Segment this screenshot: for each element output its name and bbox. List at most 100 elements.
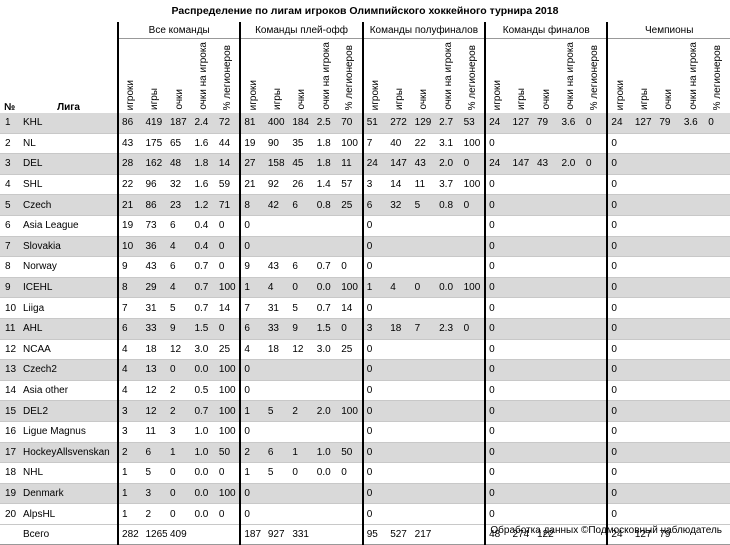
cell: 175: [142, 133, 167, 155]
cell: 0: [215, 318, 241, 340]
cell: 0: [166, 359, 192, 381]
cell: 6: [166, 256, 192, 278]
cell: [534, 194, 559, 216]
cell: [705, 421, 730, 443]
cell: 27: [239, 153, 265, 175]
cell: 48: [166, 153, 192, 175]
cell: [534, 483, 559, 505]
cell: [289, 236, 314, 258]
column-header: % легионеров: [461, 39, 485, 114]
cell: [411, 421, 437, 443]
cell: [631, 133, 657, 155]
cell: [289, 483, 314, 505]
row-num: 10: [0, 297, 20, 319]
cell: [582, 503, 608, 525]
cell: 100: [215, 483, 241, 505]
cell: [582, 174, 608, 196]
cell: 419: [142, 113, 167, 134]
cell: 0: [166, 462, 192, 484]
cell: [534, 442, 559, 464]
cell: 0.8: [313, 194, 339, 216]
cell: [338, 359, 363, 381]
cell: 0: [484, 462, 510, 484]
cell: [509, 503, 534, 525]
column-header: игроки: [117, 38, 143, 113]
cell: 0: [166, 503, 192, 525]
cell: [631, 277, 657, 299]
column-header-text: % легионеров: [589, 44, 601, 110]
cell: 8: [117, 277, 143, 299]
cell: [582, 359, 608, 381]
column-header-text: очки на игрока: [320, 42, 332, 110]
cell: [631, 359, 657, 381]
cell: 45: [289, 153, 314, 175]
cell: [411, 297, 437, 319]
league-name: ICEHL: [20, 277, 119, 299]
cell: [460, 236, 486, 258]
cell: [705, 133, 730, 155]
cell: 217: [411, 524, 437, 545]
column-header: очки: [167, 39, 191, 114]
column-header: очки на игрока: [314, 39, 338, 114]
cell: [705, 277, 730, 299]
league-name: AHL: [20, 318, 119, 340]
table-row: 17 HockeyAllsvenskan 2 6 1 1.0 50 2 6 1 1.0 50 0 0 0: [0, 442, 730, 464]
cell: [680, 194, 706, 216]
column-header-text: игроки: [492, 79, 504, 110]
cell: 100: [215, 359, 241, 381]
cell: 90: [264, 133, 290, 155]
column-header: игры: [143, 39, 167, 114]
cell: 5: [142, 462, 167, 484]
cell: 31: [142, 297, 167, 319]
cell: 3.6: [558, 113, 583, 134]
cell: 1.4: [313, 174, 339, 196]
cell: [582, 236, 608, 258]
cell: 0: [215, 215, 241, 237]
cell: [289, 359, 314, 381]
table-row: 4 SHL 22 96 32 1.6 59 21 92 26 1.4 57 3 14 11 3.7 100 0 0: [0, 174, 730, 196]
cell: [534, 339, 559, 361]
cell: 3.1: [436, 133, 461, 155]
cell: 50: [338, 442, 363, 464]
row-num: 4: [0, 174, 20, 196]
cell: [656, 359, 681, 381]
cell: 0: [460, 318, 486, 340]
cell: [705, 297, 730, 319]
cell: [656, 462, 681, 484]
cell: [631, 194, 657, 216]
cell: [436, 215, 461, 237]
cell: 2.3: [436, 318, 461, 340]
cell: 0: [361, 297, 388, 319]
column-header-text: очки на игрока: [687, 42, 699, 110]
cell: 5: [289, 297, 314, 319]
column-header: % легионеров: [583, 39, 607, 114]
cell: [558, 421, 583, 443]
cell: [656, 215, 681, 237]
cell: [411, 339, 437, 361]
cell: 72: [215, 113, 241, 134]
cell: 24: [606, 113, 632, 134]
cell: [631, 297, 657, 319]
cell: [680, 483, 706, 505]
cell: 25: [338, 339, 363, 361]
cell: 0: [361, 503, 388, 525]
cell: 51: [361, 113, 388, 134]
cell: [631, 174, 657, 196]
cell: [534, 174, 559, 196]
cell: [338, 483, 363, 505]
cell: [460, 297, 486, 319]
league-name: NCAA: [20, 339, 119, 361]
cell: 12: [289, 339, 314, 361]
cell: 0: [484, 236, 510, 258]
cell: [215, 524, 241, 545]
cell: 0: [289, 277, 314, 299]
cell: 14: [338, 297, 363, 319]
cell: 0.7: [313, 256, 339, 278]
cell: 100: [215, 400, 241, 422]
cell: [680, 380, 706, 402]
column-header-text: игроки: [247, 79, 259, 110]
cell: [656, 236, 681, 258]
cell: [387, 483, 412, 505]
cell: 26: [289, 174, 314, 196]
cell: [436, 359, 461, 381]
